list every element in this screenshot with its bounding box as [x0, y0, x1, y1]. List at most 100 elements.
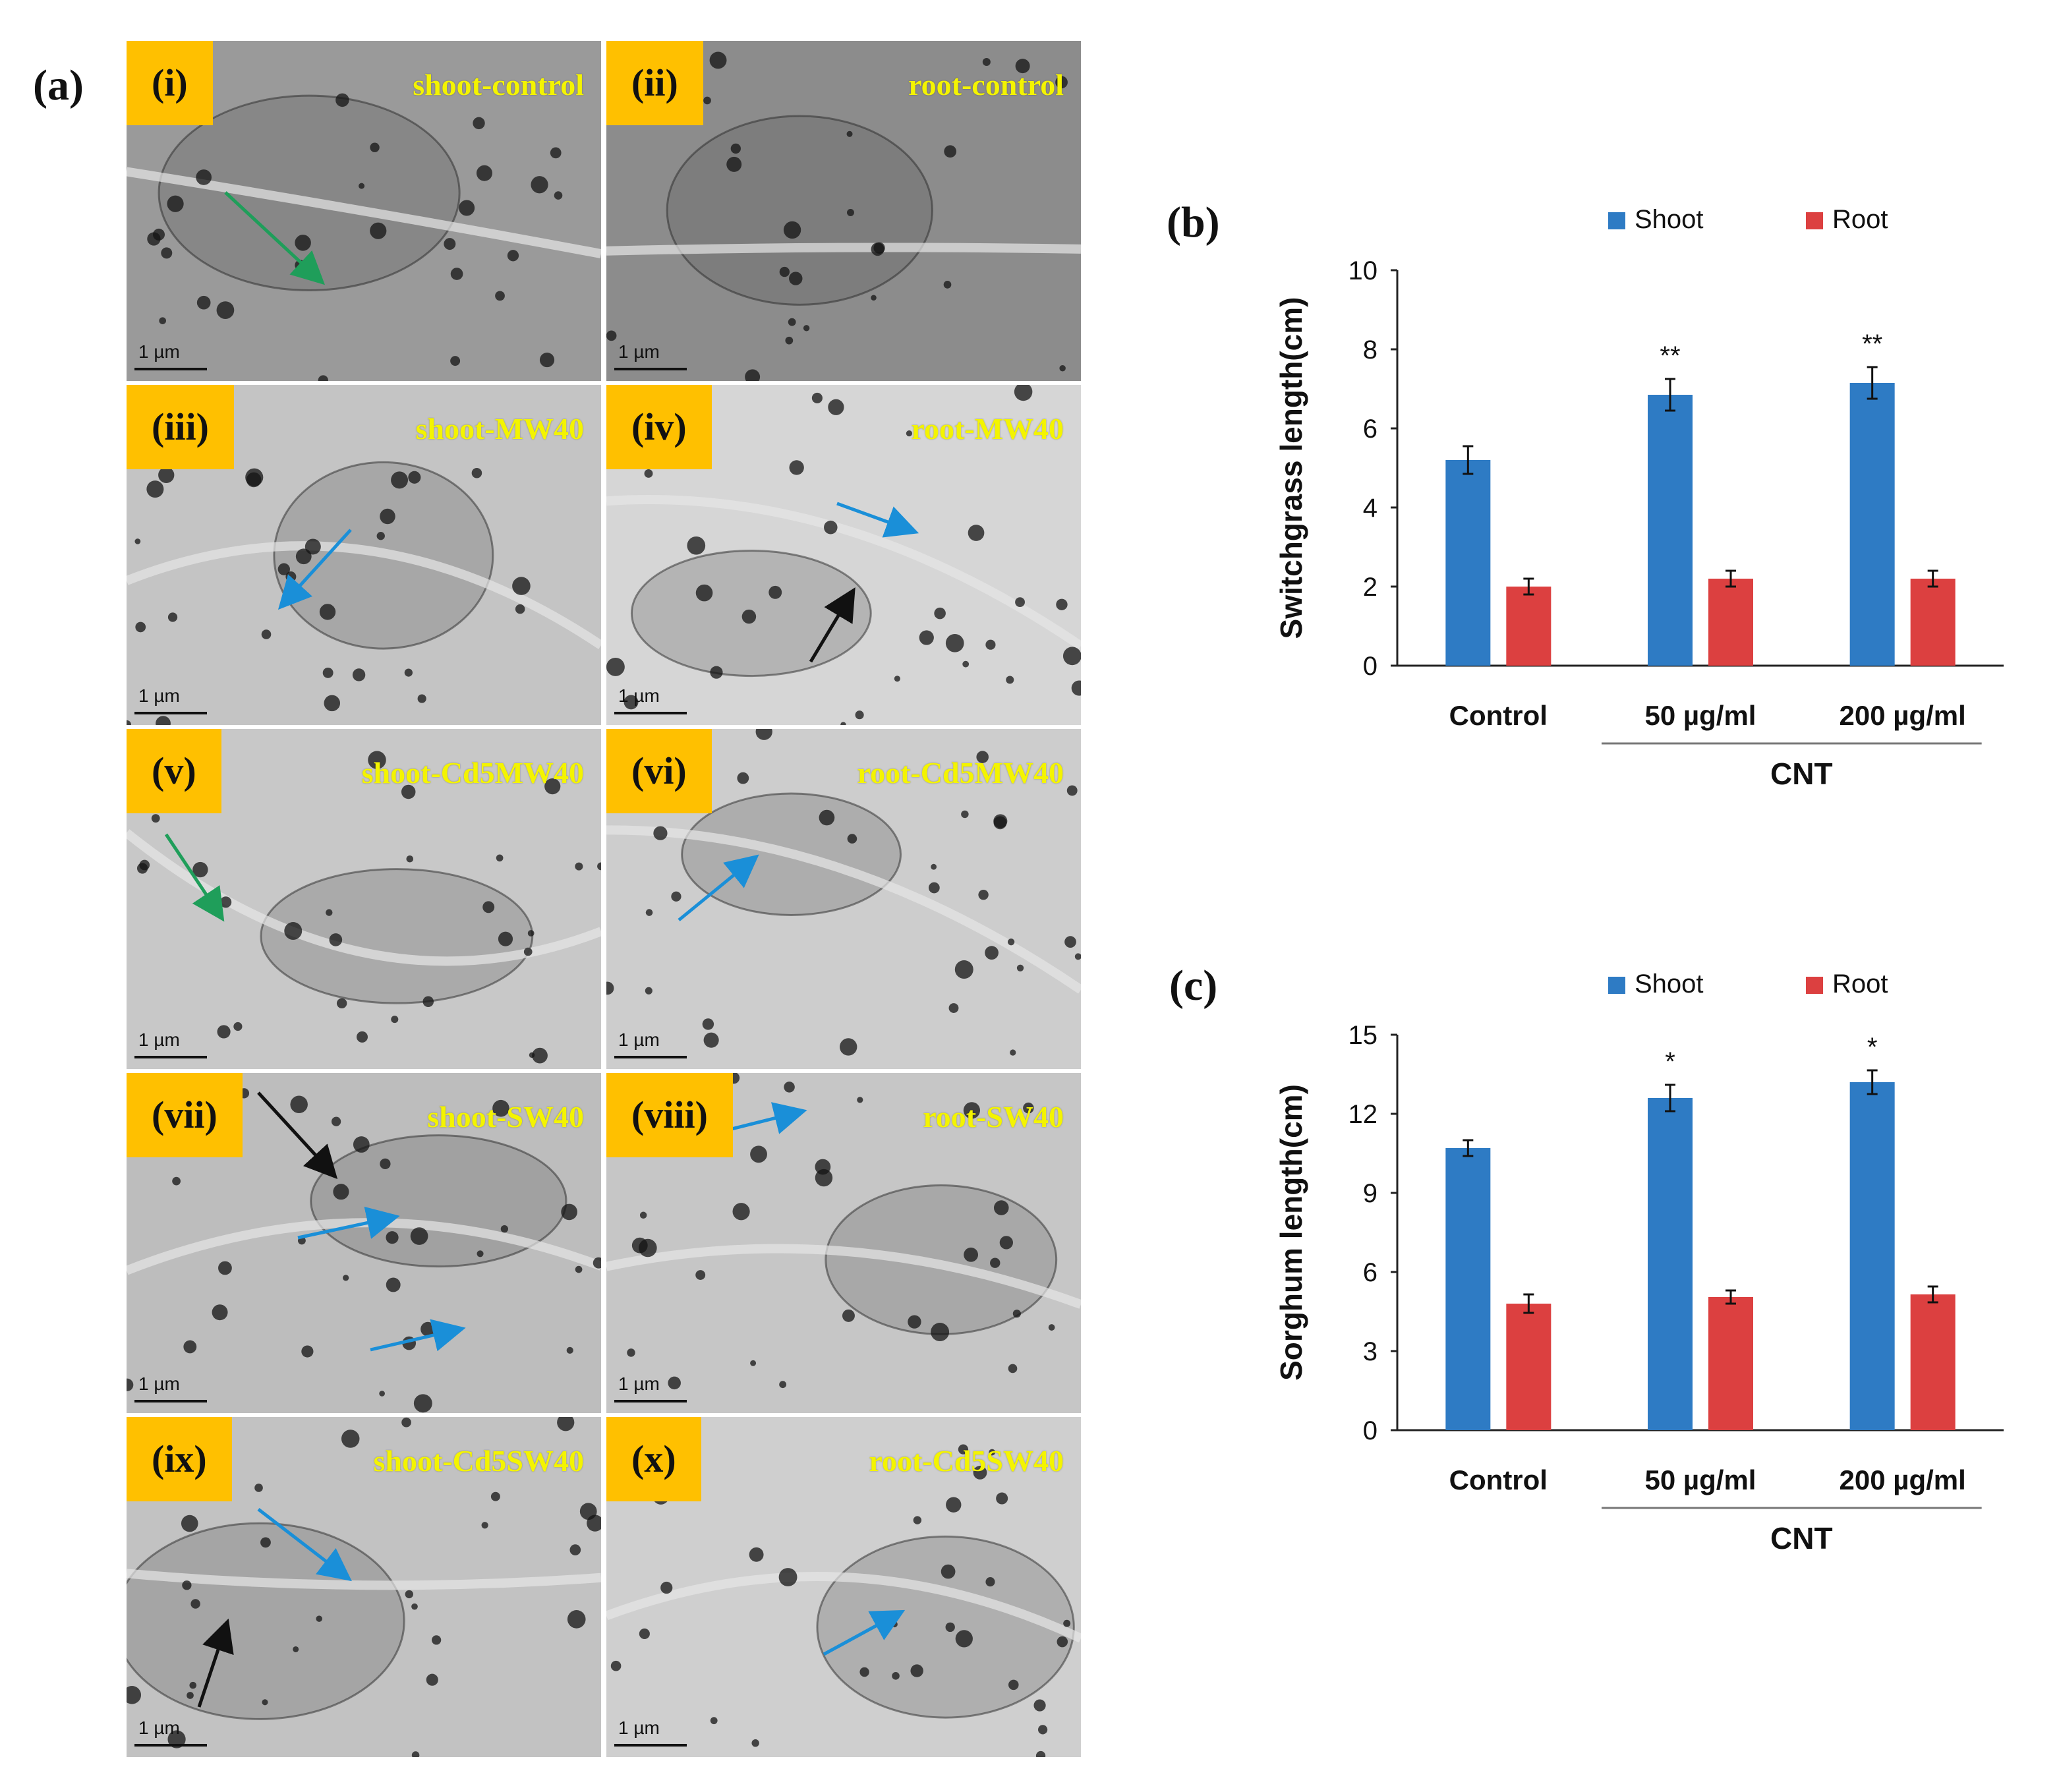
dense-particle — [159, 317, 166, 324]
dense-particle — [687, 536, 706, 555]
dense-particle — [182, 1580, 192, 1590]
micrograph-tile: (vi) root-Cd5MW40 1 µm — [606, 729, 1081, 1069]
dense-particle — [192, 861, 208, 878]
dense-particle — [671, 891, 682, 902]
y-tick-label: 15 — [1348, 1021, 1378, 1050]
micrograph-tile: (vii) shoot-SW40 1 µm — [127, 1073, 601, 1413]
dense-particle — [695, 584, 713, 602]
dense-particle — [512, 577, 531, 595]
dense-particle — [859, 1667, 869, 1677]
dense-particle — [954, 960, 973, 979]
dense-particle — [732, 1203, 750, 1221]
dense-particle — [233, 1022, 243, 1031]
group-label: CNT — [1770, 1521, 1833, 1555]
cell-wall — [127, 167, 601, 258]
dense-particle — [575, 1265, 583, 1273]
dense-particle — [284, 922, 303, 940]
legend-label: Root — [1832, 205, 1888, 234]
dense-particle — [183, 1340, 197, 1354]
dense-particle — [653, 826, 668, 840]
micrograph-tile: (viii) root-SW40 1 µm — [606, 1073, 1081, 1413]
dense-particle — [710, 666, 723, 679]
y-tick-label: 6 — [1363, 1258, 1378, 1287]
shoot-bar — [1648, 1098, 1693, 1430]
shoot-bar — [1648, 395, 1693, 666]
cell-wall — [127, 1569, 601, 1590]
dense-particle — [945, 633, 964, 652]
dense-particle — [507, 250, 519, 262]
root-bar — [1708, 579, 1753, 666]
dense-particle — [147, 232, 161, 246]
dense-particle — [1008, 1364, 1018, 1373]
error-bar — [1927, 1285, 1938, 1304]
dense-particle — [316, 1615, 322, 1622]
dense-particle — [135, 621, 146, 633]
cell-wall — [606, 1572, 1081, 1643]
dense-particle — [945, 1622, 955, 1633]
scale-bar-label: 1 µm — [618, 685, 660, 706]
dense-particle — [1059, 365, 1066, 372]
micrograph-tile: (i) shoot-control 1 µm — [127, 41, 601, 381]
y-tick-label: 0 — [1363, 1416, 1378, 1445]
dense-particle — [408, 471, 421, 484]
dense-particle — [1035, 1750, 1046, 1757]
dense-particle — [324, 695, 341, 712]
dense-particle — [219, 896, 232, 908]
dense-particle — [958, 1444, 969, 1455]
dense-particle — [847, 834, 857, 844]
dense-particle — [750, 1145, 767, 1163]
dense-particle — [481, 1522, 488, 1529]
error-bar — [1523, 577, 1534, 596]
dense-particle — [779, 1381, 787, 1389]
dense-particle — [579, 1503, 597, 1520]
dense-particle — [1074, 953, 1081, 960]
micrograph-badge: (viii) — [606, 1073, 733, 1157]
error-bar — [1523, 1293, 1534, 1314]
dense-particle — [566, 1346, 573, 1354]
dense-particle — [482, 901, 495, 913]
black-arrow — [809, 587, 856, 663]
dense-particle — [172, 1176, 181, 1186]
dense-particle — [477, 1250, 484, 1257]
error-bar — [1463, 445, 1474, 475]
dense-particle — [410, 1227, 428, 1245]
dense-particle — [391, 471, 409, 489]
y-tick-label: 10 — [1348, 256, 1378, 285]
dense-particle — [944, 145, 957, 158]
dense-particle — [529, 1052, 535, 1058]
dense-particle — [370, 222, 387, 239]
blue-arrow — [277, 529, 352, 610]
dense-particle — [212, 1304, 228, 1321]
scale-bar-label: 1 µm — [138, 685, 180, 706]
dense-particle — [554, 191, 563, 200]
y-tick-label: 2 — [1363, 573, 1378, 602]
dense-particle — [379, 1391, 385, 1397]
dense-particle — [333, 1184, 349, 1200]
scale-bar-label: 1 µm — [618, 1373, 660, 1394]
dense-particle — [496, 854, 504, 862]
y-tick-label: 9 — [1363, 1179, 1378, 1208]
dense-particle — [151, 814, 160, 823]
micrograph-grid: (i) shoot-control 1 µm (ii) root-control 1 µm… — [127, 41, 1081, 1757]
dense-particle — [426, 1673, 438, 1686]
dense-particle — [982, 57, 991, 67]
dense-particle — [322, 667, 334, 678]
dense-particle — [167, 1730, 186, 1749]
root-bar — [1708, 1297, 1753, 1430]
panel-b-label: (b) — [1167, 198, 1220, 246]
micrograph-caption: root-Cd5SW40 — [869, 1444, 1064, 1478]
cell-wall — [127, 541, 601, 649]
error-bar — [1867, 1069, 1878, 1095]
dense-particle — [1008, 1679, 1019, 1691]
scale-bar — [614, 368, 687, 370]
dense-particle — [156, 716, 171, 725]
switchgrass-length-chart: Shoot Root 0 2 4 6 8 10 Switchgrass length(cm) Co… — [1274, 205, 2004, 791]
dense-particle — [139, 859, 150, 871]
dense-particle — [931, 863, 937, 870]
dense-particle — [569, 1544, 581, 1555]
green-arrow — [164, 833, 225, 922]
dense-particle — [1038, 1725, 1048, 1735]
significance-marker: * — [1665, 1047, 1675, 1076]
error-bar — [1867, 366, 1878, 400]
dense-particle — [417, 694, 426, 703]
